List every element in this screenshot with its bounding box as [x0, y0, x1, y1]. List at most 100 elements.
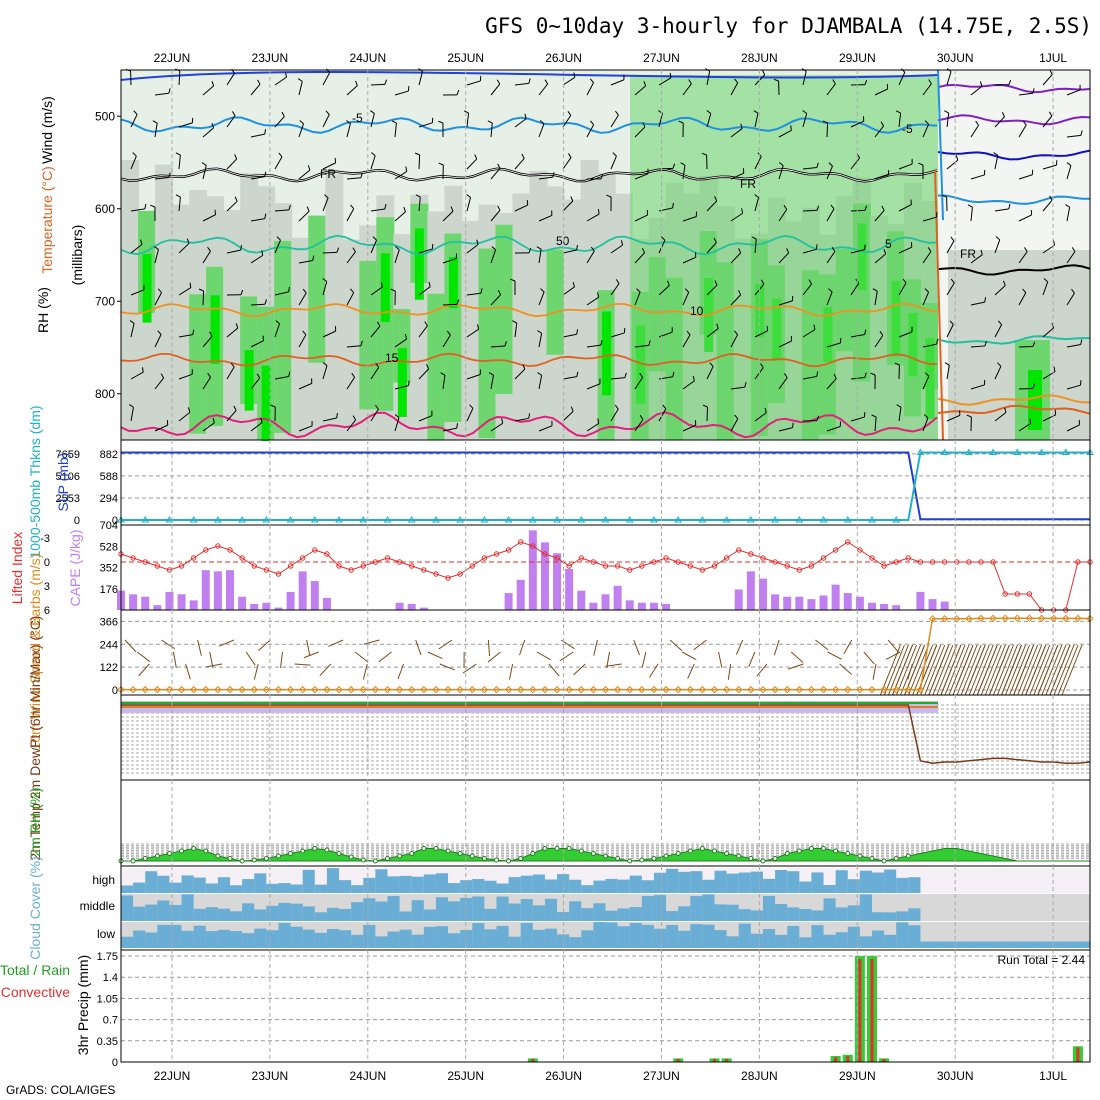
wind-barb — [250, 340, 264, 348]
wind-barb — [130, 208, 145, 212]
wind-barb-flag — [352, 247, 356, 253]
cloud-bar — [314, 884, 328, 893]
cape-bar — [129, 594, 138, 610]
wind-barb-flag — [1065, 204, 1070, 208]
li-point — [578, 555, 584, 561]
y-tick-label-right: 882 — [100, 449, 118, 461]
wind-barb-flag — [240, 289, 244, 295]
rh-point — [821, 846, 827, 851]
wind-barb-flag — [544, 79, 549, 85]
wind-barb-flag — [597, 418, 600, 424]
cloud-bar — [750, 871, 764, 893]
wind-barb-flag — [322, 278, 328, 282]
rh-point — [869, 856, 875, 861]
li-point — [518, 539, 524, 545]
wind-barb — [826, 122, 829, 138]
wind-barb-flag — [1022, 288, 1027, 294]
wind-barb-flag — [256, 373, 261, 379]
wind-barb-flag — [880, 121, 885, 127]
wind-barb — [519, 639, 526, 656]
cape-bar — [867, 602, 876, 610]
wind-barb — [538, 249, 542, 264]
wind-barb-flag — [450, 206, 454, 212]
li-point — [384, 555, 391, 561]
rh-green-cell — [189, 294, 208, 434]
wind-barb — [610, 114, 619, 128]
thickness-marker — [528, 516, 537, 523]
wind-barb — [682, 256, 696, 264]
rh-point — [784, 851, 790, 856]
wind-barb-flag — [235, 323, 239, 329]
wind-barb — [442, 258, 457, 264]
li-point — [360, 563, 366, 569]
y-tick-label: 600 — [95, 202, 115, 216]
cloud-bg — [1065, 868, 1079, 893]
rh-point — [203, 848, 209, 854]
rh-point — [481, 856, 487, 861]
cloud-bar — [762, 929, 776, 948]
wind-speed-marker — [844, 685, 852, 694]
wind-barb — [802, 209, 818, 212]
cloud-level-label: high — [92, 873, 115, 887]
cloud-bar — [520, 923, 534, 948]
wind-barb-flag — [984, 341, 987, 347]
wind-barb — [124, 639, 137, 653]
precip-convective-bar — [713, 1058, 717, 1062]
wind-barb — [898, 246, 912, 254]
wind-barb — [706, 113, 712, 128]
wind-barb — [1066, 207, 1071, 222]
wind-barb — [634, 344, 649, 348]
wind-barb — [706, 366, 714, 380]
thickness-marker — [553, 516, 561, 523]
wind-barb — [970, 174, 985, 180]
wind-barb-flag — [426, 364, 430, 370]
wind-barb-flag — [404, 334, 408, 340]
rh-point — [736, 853, 742, 859]
wind-barb-flag — [879, 330, 884, 336]
wind-speed-marker — [807, 685, 816, 694]
wind-barb-dense — [908, 644, 930, 696]
rh-point — [772, 856, 778, 861]
li-point — [723, 555, 730, 561]
wind-barb — [319, 663, 332, 676]
wind-barb-dense — [920, 644, 942, 696]
wind-barb-flag — [686, 330, 691, 336]
wind-speed-marker — [747, 685, 755, 694]
wind-barb-flag — [1024, 247, 1028, 252]
top-day-label: 24JUN — [349, 51, 386, 65]
wind-barb — [826, 342, 841, 348]
wind-barb-flag — [864, 244, 866, 250]
wind-barb-flag — [288, 286, 290, 292]
cloud-bar — [375, 901, 388, 921]
wind-barb — [130, 114, 138, 128]
cloud-bar — [714, 870, 728, 893]
wind-barb-flag — [325, 110, 330, 115]
thickness-marker — [480, 516, 489, 523]
wind-barb-flag — [307, 165, 311, 171]
wind-barb-flag — [198, 288, 204, 292]
cloud-bar — [738, 909, 752, 921]
cloud-bar — [520, 875, 534, 893]
wind-barb — [826, 208, 835, 222]
wind-barb — [922, 417, 929, 432]
wind-barb — [634, 376, 644, 390]
wind-barb-flag — [540, 288, 545, 293]
wind-barb-flag — [600, 174, 604, 180]
thickness-marker — [940, 448, 949, 455]
wind-speed-marker — [892, 685, 900, 694]
wind-speed-marker — [819, 685, 828, 694]
wind-barb-flag — [1080, 130, 1083, 136]
cloud-bar — [121, 936, 134, 948]
cloud-bar — [702, 894, 716, 921]
wind-speed-marker — [432, 685, 440, 694]
wind-barb — [1018, 292, 1027, 306]
wind-barb-flag — [773, 78, 779, 82]
wind-barb-flag — [1080, 339, 1083, 345]
wind-barb-flag — [150, 204, 156, 208]
cape-bar — [771, 594, 780, 610]
wind-barb-flag — [572, 281, 575, 288]
right-contour — [937, 149, 1091, 161]
wind-barb-flag — [144, 203, 147, 209]
cloud-bar — [1029, 941, 1043, 948]
wind-barb-flag — [360, 172, 363, 178]
